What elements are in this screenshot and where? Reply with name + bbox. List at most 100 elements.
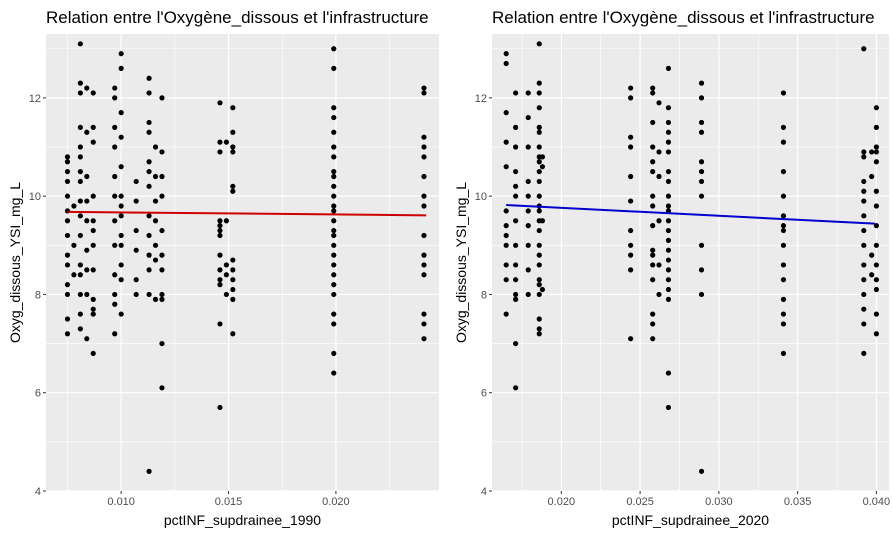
data-point xyxy=(230,331,236,337)
data-point xyxy=(628,173,634,180)
data-point xyxy=(217,223,223,229)
data-point xyxy=(112,272,118,278)
data-point xyxy=(861,46,867,52)
data-point xyxy=(90,311,96,317)
data-point xyxy=(628,267,634,273)
data-point xyxy=(77,213,83,219)
data-point xyxy=(112,95,118,101)
data-point xyxy=(665,227,672,234)
data-point xyxy=(421,144,427,150)
data-point xyxy=(861,198,867,204)
data-point xyxy=(84,85,90,91)
data-point xyxy=(513,193,519,199)
data-point xyxy=(331,46,337,52)
data-point xyxy=(133,247,139,253)
data-point xyxy=(230,257,236,263)
data-point xyxy=(152,198,159,204)
data-point xyxy=(656,291,662,298)
data-point xyxy=(230,296,236,302)
data-point xyxy=(421,134,427,140)
data-point xyxy=(90,139,96,145)
data-point xyxy=(146,159,152,165)
data-point xyxy=(873,144,879,150)
data-point xyxy=(421,203,427,209)
data-point xyxy=(513,291,519,298)
y-tick-label: 10 xyxy=(29,191,41,203)
x-tick-label: 0.025 xyxy=(626,496,654,508)
data-point xyxy=(230,144,236,150)
data-point xyxy=(698,193,705,199)
data-point xyxy=(780,296,787,302)
data-point xyxy=(513,124,519,130)
y-tick-label: 8 xyxy=(481,289,487,301)
data-point xyxy=(421,193,427,199)
data-point xyxy=(223,262,229,268)
data-point xyxy=(331,370,337,376)
data-point xyxy=(84,198,90,204)
data-point xyxy=(536,124,542,130)
data-point xyxy=(90,296,96,302)
data-point xyxy=(539,286,546,293)
data-point xyxy=(656,218,662,224)
y-tick-label: 12 xyxy=(29,93,41,105)
data-point xyxy=(665,237,672,243)
y-tick-label: 4 xyxy=(481,486,487,498)
data-point xyxy=(536,208,542,214)
data-point xyxy=(331,321,337,327)
data-point xyxy=(112,301,118,307)
data-point xyxy=(536,252,542,258)
data-point xyxy=(861,188,867,194)
data-point xyxy=(217,277,223,283)
data-point xyxy=(64,159,71,165)
x-tick-label: 0.010 xyxy=(107,496,135,508)
data-point xyxy=(133,227,139,234)
data-point xyxy=(230,149,236,155)
data-point xyxy=(665,257,672,263)
data-point xyxy=(665,286,672,293)
data-point xyxy=(665,277,672,283)
data-point xyxy=(628,144,634,150)
data-point xyxy=(861,227,867,234)
data-point xyxy=(90,306,96,312)
data-point xyxy=(331,203,337,209)
data-point xyxy=(665,178,672,185)
data-point xyxy=(665,65,672,71)
data-point xyxy=(861,262,867,268)
data-point xyxy=(90,124,96,130)
data-point xyxy=(861,350,867,357)
data-point xyxy=(421,311,427,317)
data-point xyxy=(665,267,672,273)
data-point xyxy=(421,85,427,91)
data-point xyxy=(513,168,519,175)
data-point xyxy=(90,242,96,248)
trend-line xyxy=(67,210,427,217)
data-point xyxy=(780,193,787,199)
data-point xyxy=(861,321,867,327)
data-point xyxy=(780,277,787,283)
y-tick-label: 10 xyxy=(475,191,487,203)
data-point xyxy=(331,272,337,278)
data-point xyxy=(331,193,337,199)
data-point xyxy=(159,227,165,234)
data-point xyxy=(873,242,879,248)
data-point xyxy=(421,90,427,96)
data-point xyxy=(698,168,705,175)
data-point xyxy=(628,336,634,342)
data-point xyxy=(146,183,152,189)
data-point xyxy=(780,90,787,96)
data-point xyxy=(665,247,672,253)
data-point xyxy=(698,291,705,298)
data-point xyxy=(421,154,427,160)
data-point xyxy=(869,272,875,278)
data-point xyxy=(861,213,867,219)
data-point xyxy=(650,90,656,96)
data-point xyxy=(217,227,223,234)
y-axis-title: Oxyg_dissous_YSI_mg_L xyxy=(453,182,469,343)
data-point xyxy=(650,144,656,150)
data-point xyxy=(159,252,165,258)
x-tick-label: 0.020 xyxy=(548,496,576,508)
data-point xyxy=(77,144,83,150)
data-point xyxy=(133,198,139,204)
data-point xyxy=(77,41,83,47)
